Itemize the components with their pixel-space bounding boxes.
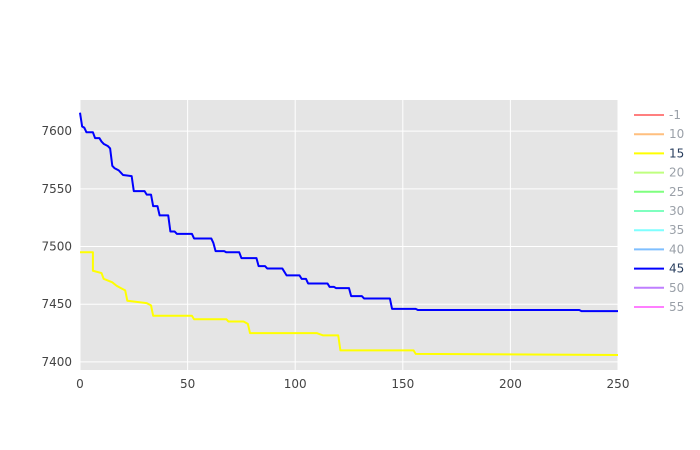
x-tick-label: 0 <box>76 377 84 391</box>
legend-item: 40 <box>634 242 684 256</box>
y-axis: 7400 7450 7500 7550 7600 <box>41 124 72 369</box>
legend-item: 25 <box>634 185 684 199</box>
y-tick-label: 7600 <box>41 124 72 138</box>
legend-label: 25 <box>669 185 684 199</box>
y-tick-label: 7550 <box>41 182 72 196</box>
legend-label: 15 <box>669 146 684 160</box>
legend: -1 10 15 20 25 30 35 40 45 50 55 <box>634 108 684 314</box>
legend-item: 50 <box>634 281 684 295</box>
legend-label: 10 <box>669 127 684 141</box>
legend-item: 35 <box>634 223 684 237</box>
series-line-45 <box>79 112 618 313</box>
legend-label: -1 <box>669 108 681 122</box>
legend-item: 30 <box>634 204 684 218</box>
x-tick-label: 50 <box>180 377 195 391</box>
series-layer <box>79 112 619 356</box>
x-tick-label: 250 <box>607 377 630 391</box>
legend-label: 40 <box>669 242 684 256</box>
legend-item: -1 <box>634 108 681 122</box>
x-tick-label: 150 <box>391 377 414 391</box>
legend-item: 15 <box>634 146 684 160</box>
plot-area <box>80 100 618 370</box>
y-tick-label: 7450 <box>41 297 72 311</box>
legend-label: 30 <box>669 204 684 218</box>
legend-label: 55 <box>669 300 684 314</box>
legend-label: 50 <box>669 281 684 295</box>
legend-label: 45 <box>669 262 684 276</box>
series-line-15 <box>80 251 619 356</box>
x-tick-label: 200 <box>499 377 522 391</box>
legend-label: 20 <box>669 166 684 180</box>
x-tick-label: 100 <box>284 377 307 391</box>
grid-lines <box>79 100 619 370</box>
legend-item: 20 <box>634 166 684 180</box>
legend-item: 45 <box>634 262 684 276</box>
legend-label: 35 <box>669 223 684 237</box>
y-tick-label: 7400 <box>41 355 72 369</box>
x-axis: 0 50 100 150 200 250 <box>76 377 629 391</box>
legend-item: 55 <box>634 300 684 314</box>
y-tick-label: 7500 <box>41 240 72 254</box>
legend-item: 10 <box>634 127 684 141</box>
